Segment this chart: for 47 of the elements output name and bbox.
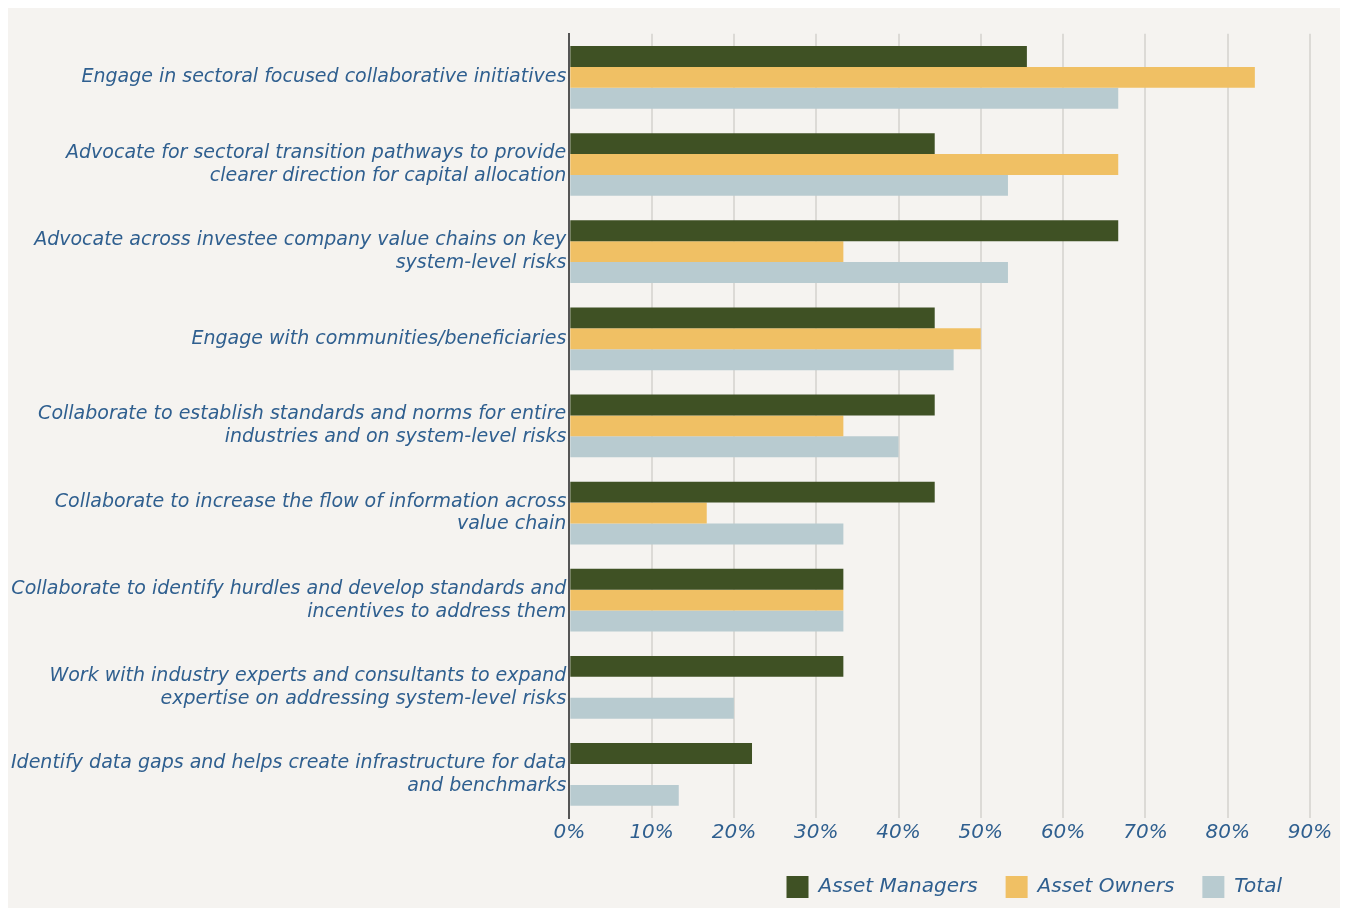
y-tick-label: Collaborate to establish standards and norms for entire industries and on system-level risks <box>38 401 567 447</box>
legend-label: Total <box>1234 873 1283 898</box>
x-tick-label: 70% <box>1123 819 1168 844</box>
bar <box>570 220 1119 242</box>
x-tick-label: 30% <box>793 819 839 844</box>
y-tick-label: Identify data gaps and helps create infrastructure for data and benchmarks <box>10 749 567 795</box>
legend-label: Asset Owners <box>1035 873 1175 898</box>
bar <box>570 523 844 545</box>
x-tick-label: 0% <box>553 819 586 844</box>
y-tick-label: Collaborate to identify hurdles and develop standards and incentives to address them <box>11 575 568 621</box>
legend-label: Asset Managers <box>816 873 978 898</box>
bar <box>570 66 1255 88</box>
x-tick-label: 20% <box>711 819 757 844</box>
bar <box>570 568 844 590</box>
x-tick-label: 40% <box>876 819 921 844</box>
bar <box>570 784 679 806</box>
bar <box>570 610 844 632</box>
bar <box>570 655 844 677</box>
bar <box>570 241 844 263</box>
y-tick-label: Advocate for sectoral transition pathways to provide clearer direction for capital allocation <box>64 140 567 185</box>
bar <box>570 436 899 458</box>
bar <box>570 87 1119 109</box>
bar <box>570 262 1008 283</box>
x-tick-label: 60% <box>1040 819 1086 844</box>
y-tick-label: Engage in sectoral focused collaborative initiatives <box>81 64 567 87</box>
y-tick-label: Collaborate to increase the flow of information across value chain <box>54 488 567 534</box>
bar <box>570 394 935 416</box>
bar <box>570 133 935 155</box>
bar <box>570 589 844 611</box>
bar <box>570 743 753 764</box>
bar <box>570 697 734 719</box>
x-tick-label: 50% <box>958 819 1004 844</box>
bar <box>570 307 935 329</box>
bar <box>570 46 1027 67</box>
bar <box>570 415 844 437</box>
bar <box>570 174 1008 196</box>
y-tick-label: Work with industry experts and consultants to expand expertise on addressing system-level risks <box>49 662 568 708</box>
bar <box>570 481 935 503</box>
x-tick-label: 80% <box>1205 819 1250 844</box>
bar <box>570 349 954 371</box>
x-tick-label: 90% <box>1287 819 1333 844</box>
bar <box>570 328 981 350</box>
bar <box>570 154 1119 175</box>
x-tick-label: 10% <box>629 819 674 844</box>
y-tick-label: Advocate across investee company value chains on key system-level risks <box>32 227 568 272</box>
bar <box>570 502 707 524</box>
y-tick-label: Engage with communities/beneficiaries <box>191 325 567 348</box>
